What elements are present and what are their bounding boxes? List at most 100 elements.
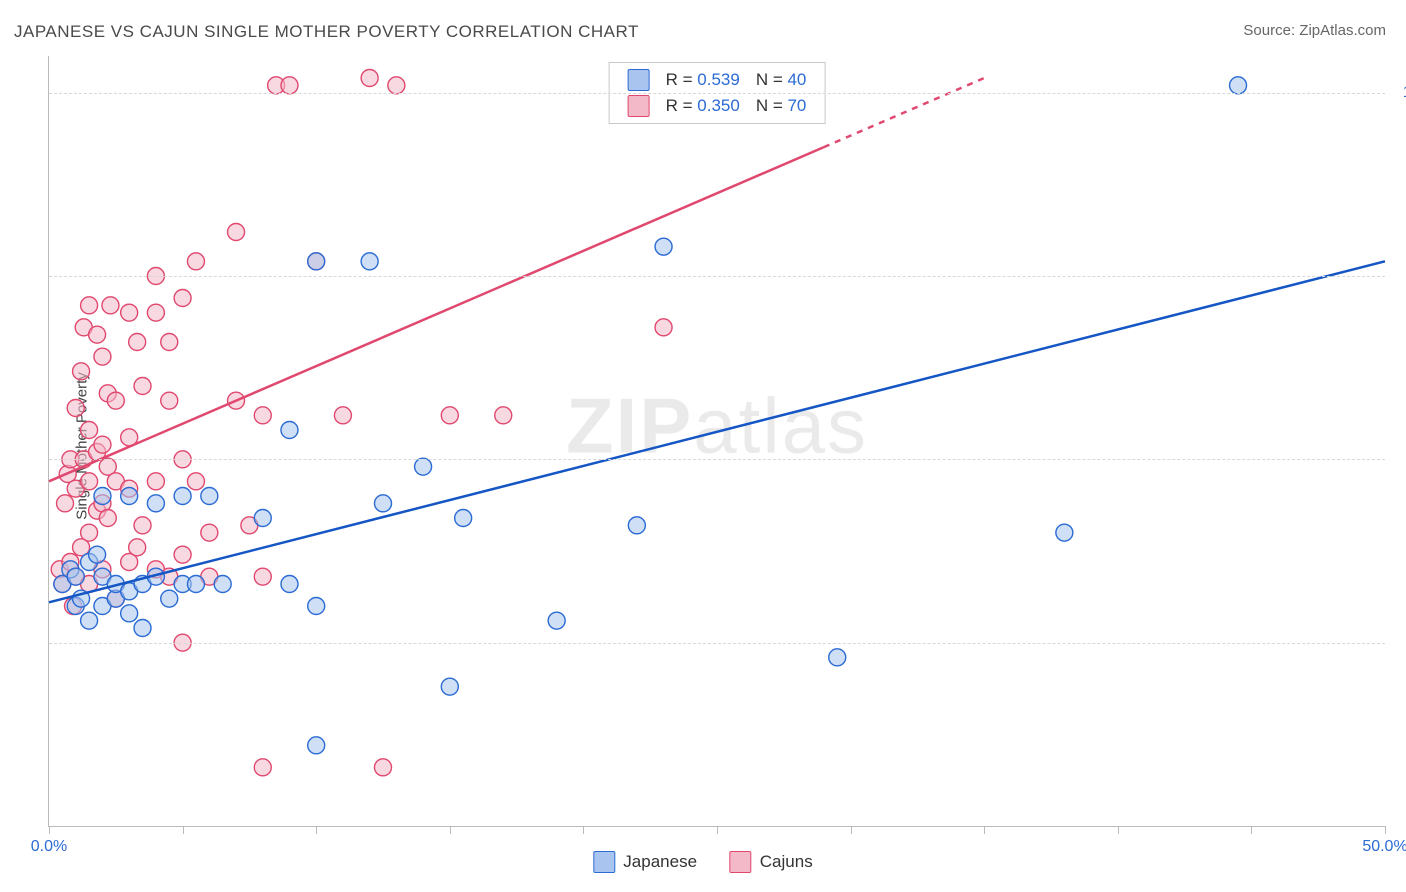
chart-svg xyxy=(49,56,1385,826)
data-point-cajuns xyxy=(361,70,378,87)
data-point-japanese xyxy=(94,488,111,505)
data-point-cajuns xyxy=(81,524,98,541)
data-point-cajuns xyxy=(129,334,146,351)
data-point-japanese xyxy=(254,510,271,527)
data-point-japanese xyxy=(655,238,672,255)
x-tick-label: 50.0% xyxy=(1362,838,1406,856)
data-point-cajuns xyxy=(375,759,392,776)
gridline xyxy=(49,459,1385,460)
data-point-cajuns xyxy=(81,297,98,314)
data-point-cajuns xyxy=(254,759,271,776)
data-point-japanese xyxy=(361,253,378,270)
x-tick xyxy=(316,826,317,834)
data-point-cajuns xyxy=(495,407,512,424)
data-point-cajuns xyxy=(174,290,191,307)
source-name: ZipAtlas.com xyxy=(1299,22,1386,39)
data-point-japanese xyxy=(67,568,84,585)
data-point-cajuns xyxy=(67,400,84,417)
trend-line-cajuns-extrapolated xyxy=(824,78,984,147)
data-point-japanese xyxy=(174,488,191,505)
data-point-japanese xyxy=(81,612,98,629)
legend-label-cajuns: Cajuns xyxy=(760,852,813,872)
x-tick xyxy=(984,826,985,834)
data-point-japanese xyxy=(548,612,565,629)
data-point-cajuns xyxy=(187,473,204,490)
data-point-japanese xyxy=(308,253,325,270)
series-legend: Japanese Cajuns xyxy=(579,851,826,878)
data-point-japanese xyxy=(89,546,106,563)
data-point-cajuns xyxy=(228,224,245,241)
x-tick xyxy=(1385,826,1386,834)
data-point-japanese xyxy=(281,576,298,593)
data-point-cajuns xyxy=(73,363,90,380)
data-point-cajuns xyxy=(441,407,458,424)
chart-title: JAPANESE VS CAJUN SINGLE MOTHER POVERTY … xyxy=(14,22,639,42)
data-point-cajuns xyxy=(134,517,151,534)
data-point-japanese xyxy=(134,620,151,637)
data-point-cajuns xyxy=(147,304,164,321)
x-tick xyxy=(183,826,184,834)
data-point-cajuns xyxy=(334,407,351,424)
data-point-cajuns xyxy=(102,297,119,314)
data-point-cajuns xyxy=(121,304,138,321)
data-point-japanese xyxy=(308,598,325,615)
x-tick xyxy=(717,826,718,834)
x-tick xyxy=(450,826,451,834)
data-point-cajuns xyxy=(81,473,98,490)
data-point-japanese xyxy=(1056,524,1073,541)
gridline xyxy=(49,276,1385,277)
data-point-japanese xyxy=(187,576,204,593)
data-point-cajuns xyxy=(187,253,204,270)
data-point-japanese xyxy=(214,576,231,593)
y-tick-label: 25.0% xyxy=(1393,634,1406,652)
data-point-japanese xyxy=(455,510,472,527)
legend-label-japanese: Japanese xyxy=(623,852,697,872)
gridline xyxy=(49,643,1385,644)
data-point-cajuns xyxy=(134,378,151,395)
data-point-cajuns xyxy=(99,510,116,527)
x-tick xyxy=(1251,826,1252,834)
data-point-cajuns xyxy=(201,524,218,541)
data-point-cajuns xyxy=(89,326,106,343)
data-point-cajuns xyxy=(107,392,124,409)
data-point-cajuns xyxy=(254,407,271,424)
y-tick-label: 75.0% xyxy=(1393,267,1406,285)
y-tick-label: 50.0% xyxy=(1393,450,1406,468)
data-point-japanese xyxy=(375,495,392,512)
data-point-japanese xyxy=(829,649,846,666)
data-point-japanese xyxy=(281,422,298,439)
x-tick xyxy=(583,826,584,834)
data-point-cajuns xyxy=(174,546,191,563)
swatch-japanese-icon xyxy=(593,851,615,873)
data-point-japanese xyxy=(121,488,138,505)
data-point-japanese xyxy=(415,458,432,475)
data-point-cajuns xyxy=(161,392,178,409)
trend-line-japanese xyxy=(49,261,1385,602)
source-attribution: Source: ZipAtlas.com xyxy=(1243,22,1386,39)
legend-item-cajuns: Cajuns xyxy=(730,851,813,873)
data-point-cajuns xyxy=(129,539,146,556)
data-point-japanese xyxy=(201,488,218,505)
data-point-cajuns xyxy=(655,319,672,336)
data-point-japanese xyxy=(628,517,645,534)
x-tick xyxy=(1118,826,1119,834)
gridline xyxy=(49,93,1385,94)
data-point-cajuns xyxy=(281,77,298,94)
data-point-cajuns xyxy=(161,334,178,351)
data-point-cajuns xyxy=(254,568,271,585)
x-tick xyxy=(49,826,50,834)
data-point-japanese xyxy=(308,737,325,754)
source-prefix: Source: xyxy=(1243,22,1299,39)
data-point-cajuns xyxy=(81,422,98,439)
data-point-cajuns xyxy=(94,436,111,453)
data-point-japanese xyxy=(147,495,164,512)
data-point-japanese xyxy=(121,605,138,622)
data-point-japanese xyxy=(161,590,178,607)
plot-area: ZIPatlas R = 0.539 N = 40 R = 0.350 N = … xyxy=(48,56,1385,827)
trend-line-cajuns xyxy=(49,147,824,481)
data-point-cajuns xyxy=(147,473,164,490)
legend-item-japanese: Japanese xyxy=(593,851,697,873)
y-tick-label: 100.0% xyxy=(1393,84,1406,102)
x-tick xyxy=(851,826,852,834)
data-point-cajuns xyxy=(388,77,405,94)
